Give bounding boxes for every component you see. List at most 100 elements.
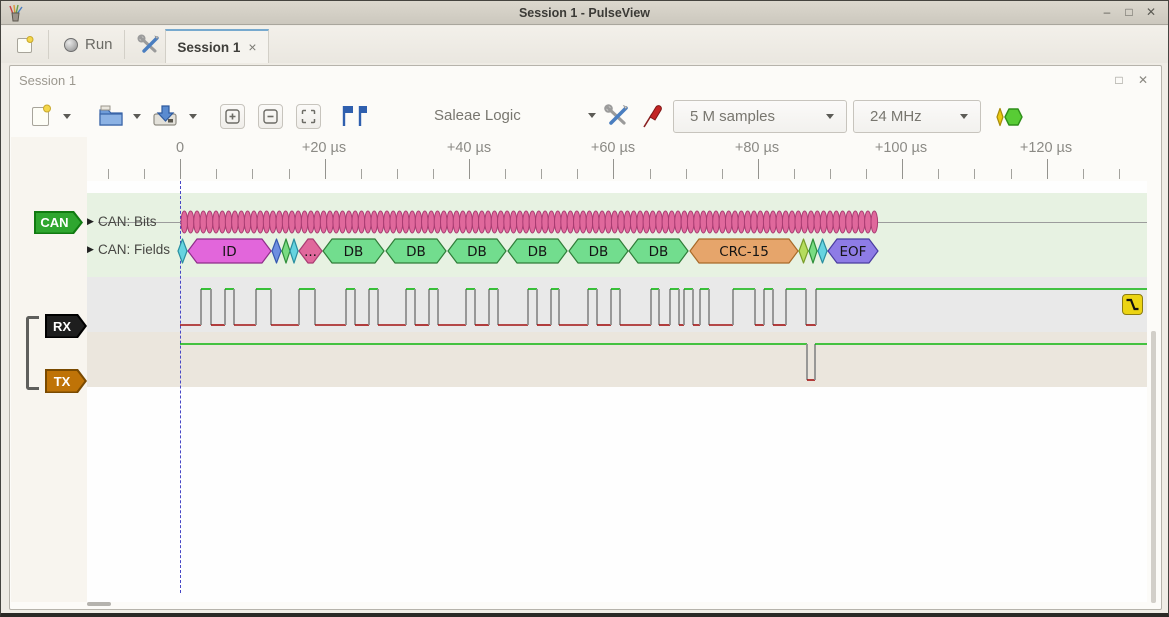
ruler-tick bbox=[1083, 169, 1084, 179]
sample-rate-combobox[interactable]: 24 MHz bbox=[853, 100, 981, 133]
ruler-tick bbox=[541, 169, 542, 179]
ruler-tick bbox=[758, 159, 759, 179]
ruler-tick bbox=[830, 169, 831, 179]
zoom-out-button[interactable] bbox=[258, 104, 283, 129]
ruler-tick bbox=[252, 169, 253, 179]
ruler-tick bbox=[794, 169, 795, 179]
device-selector-label: Saleae Logic bbox=[434, 107, 521, 124]
ruler-tick bbox=[1011, 169, 1012, 179]
save-icon bbox=[153, 105, 177, 126]
ruler-tick bbox=[974, 169, 975, 179]
app-icon bbox=[9, 4, 23, 22]
ruler-tick bbox=[938, 169, 939, 179]
toolbar-separator bbox=[48, 30, 49, 59]
window-title: Session 1 - PulseView bbox=[518, 5, 651, 20]
device-selector[interactable]: Saleae Logic bbox=[434, 107, 596, 124]
tab-session-1[interactable]: Session 1 × bbox=[165, 29, 269, 63]
run-button-label: Run bbox=[85, 36, 113, 53]
dock-float-button[interactable]: □ bbox=[1115, 73, 1123, 87]
main-toolbar: Run Session 1 × bbox=[1, 26, 1168, 63]
ruler-tick bbox=[180, 159, 181, 179]
ruler-tick bbox=[289, 169, 290, 179]
probe-icon bbox=[643, 105, 662, 128]
tab-label: Session 1 bbox=[177, 39, 241, 55]
ruler-label: +100 µs bbox=[874, 140, 928, 156]
ruler-label: +120 µs bbox=[1019, 140, 1073, 156]
trigger-falling-edge-badge[interactable] bbox=[1122, 294, 1143, 315]
time-cursor-line[interactable] bbox=[180, 176, 181, 593]
close-button[interactable]: ✕ bbox=[1145, 5, 1157, 19]
ruler-label: 0 bbox=[175, 140, 185, 156]
save-button[interactable] bbox=[151, 102, 179, 134]
minimize-button[interactable]: – bbox=[1103, 5, 1111, 19]
sample-rate-value: 24 MHz bbox=[870, 108, 922, 125]
channels-button[interactable] bbox=[641, 103, 667, 135]
tx-tag-label: TX bbox=[47, 371, 85, 392]
new-file-icon bbox=[32, 104, 51, 126]
open-dropdown-arrow[interactable] bbox=[133, 114, 141, 119]
sample-count-combobox[interactable]: 5 M samples bbox=[673, 100, 847, 133]
add-decoder-icon bbox=[996, 107, 1023, 127]
zoom-fit-button[interactable] bbox=[296, 104, 321, 129]
ruler-tick bbox=[1047, 159, 1048, 179]
sample-count-value: 5 M samples bbox=[690, 108, 776, 125]
maximize-button[interactable]: □ bbox=[1125, 5, 1133, 19]
ruler-tick bbox=[397, 169, 398, 179]
fields-row-expander[interactable]: ▶ bbox=[87, 244, 94, 254]
bits-row-expander[interactable]: ▶ bbox=[87, 216, 94, 226]
ruler-tick bbox=[325, 159, 326, 179]
ruler-tick bbox=[902, 159, 903, 179]
vertical-scrollbar-thumb[interactable] bbox=[1151, 331, 1156, 603]
settings-button[interactable] bbox=[129, 29, 169, 60]
rx-channel-tag[interactable]: RX bbox=[45, 314, 87, 338]
sample-rate-arrow bbox=[960, 114, 968, 119]
run-button[interactable]: Run bbox=[56, 29, 121, 60]
ruler-tick bbox=[108, 169, 109, 179]
open-button[interactable] bbox=[97, 102, 125, 134]
tx-channel-tag[interactable]: TX bbox=[45, 369, 87, 393]
zoom-fit-icon bbox=[301, 109, 316, 124]
rx-row-bg[interactable] bbox=[87, 277, 1147, 332]
titlebar: Session 1 - PulseView – □ ✕ bbox=[1, 1, 1168, 25]
ruler-tick bbox=[469, 159, 470, 179]
horizontal-scrollbar-thumb[interactable] bbox=[87, 602, 111, 606]
ruler-tick bbox=[433, 169, 434, 179]
ruler-label: +20 µs bbox=[301, 140, 347, 156]
run-state-icon bbox=[64, 37, 78, 52]
channel-group-bracket[interactable] bbox=[26, 316, 39, 390]
zoom-in-icon bbox=[225, 109, 240, 124]
dock-title: Session 1 bbox=[19, 73, 77, 88]
ruler-label: +40 µs bbox=[446, 140, 492, 156]
can-fields-row-label: CAN: Fields bbox=[98, 242, 171, 257]
open-folder-icon bbox=[99, 105, 123, 126]
tx-row-bg[interactable] bbox=[87, 332, 1147, 387]
rx-tag-label: RX bbox=[47, 316, 85, 337]
zoom-in-button[interactable] bbox=[220, 104, 245, 129]
show-cursors-button[interactable] bbox=[340, 104, 368, 134]
zoom-out-icon bbox=[263, 109, 278, 124]
new-session-button[interactable] bbox=[7, 29, 43, 60]
device-config-tools-icon bbox=[604, 104, 628, 125]
add-decoder-button[interactable] bbox=[994, 107, 1026, 132]
ruler-tick bbox=[361, 169, 362, 179]
ruler-tick bbox=[866, 169, 867, 179]
new-file-button[interactable] bbox=[29, 103, 53, 134]
ruler-tick bbox=[505, 169, 506, 179]
new-session-icon bbox=[17, 35, 34, 53]
cursor-flags-icon bbox=[342, 106, 367, 126]
device-config-button[interactable] bbox=[603, 103, 631, 134]
ruler-label: +60 µs bbox=[590, 140, 636, 156]
ruler-tick bbox=[650, 169, 651, 179]
settings-tools-icon bbox=[137, 34, 159, 53]
can-decoder-row-bg[interactable] bbox=[87, 193, 1147, 277]
dock-close-button[interactable]: ✕ bbox=[1137, 73, 1149, 87]
new-file-dropdown-arrow[interactable] bbox=[63, 114, 71, 119]
can-decoder-tag[interactable]: CAN bbox=[34, 211, 83, 234]
ruler-tick bbox=[686, 169, 687, 179]
tab-close-icon[interactable]: × bbox=[248, 39, 257, 55]
ruler-tick bbox=[722, 169, 723, 179]
ruler-tick bbox=[577, 169, 578, 179]
save-dropdown-arrow[interactable] bbox=[189, 114, 197, 119]
ruler-tick bbox=[613, 159, 614, 179]
